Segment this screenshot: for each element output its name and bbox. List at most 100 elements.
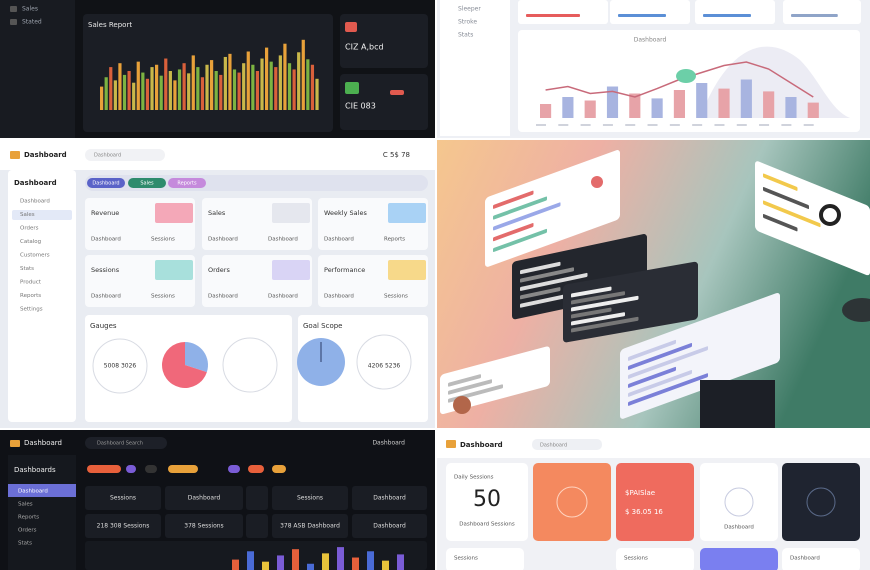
label: Settings	[20, 307, 43, 313]
stat-card	[352, 486, 427, 510]
axis-tick	[580, 124, 591, 126]
label: Sales	[22, 6, 38, 13]
bar	[232, 559, 239, 570]
menu-active	[12, 210, 72, 220]
row	[493, 190, 534, 209]
bar	[562, 97, 574, 118]
bar	[673, 90, 685, 118]
axis-tick	[736, 124, 747, 126]
axis-tick	[692, 124, 703, 126]
bar	[315, 78, 319, 110]
card	[563, 261, 698, 343]
row	[448, 379, 492, 395]
bar	[397, 554, 404, 570]
bar	[214, 71, 218, 110]
donut	[819, 204, 841, 226]
card	[340, 74, 428, 130]
progress	[791, 14, 838, 17]
highlight	[676, 69, 696, 83]
label: Weekly Sales	[324, 209, 367, 217]
tab	[168, 178, 206, 188]
bar	[100, 86, 104, 110]
card	[446, 548, 524, 570]
label: Stats	[18, 541, 32, 547]
bar	[337, 547, 344, 570]
stat-card	[518, 0, 608, 24]
row	[493, 223, 534, 242]
bar	[292, 549, 299, 570]
label: Dashboard	[91, 237, 121, 243]
label: Dashboard	[373, 523, 406, 530]
logo	[10, 151, 20, 159]
icon	[345, 82, 359, 94]
label: Dashboard	[208, 294, 238, 300]
label: 50	[473, 487, 501, 512]
device	[700, 380, 775, 428]
label: Sales	[208, 209, 226, 217]
progress	[526, 14, 580, 17]
bar	[255, 71, 260, 110]
label: $PAISlae	[625, 489, 655, 497]
bar	[246, 51, 250, 110]
stat-card	[246, 486, 268, 510]
row	[628, 343, 692, 370]
pie-slice	[162, 342, 207, 389]
label: Dashboard	[268, 294, 298, 300]
pill	[228, 465, 240, 473]
row	[493, 228, 547, 252]
avatar	[453, 396, 471, 414]
hump	[700, 46, 850, 118]
label: Dashboard	[634, 37, 667, 44]
label: Sales	[18, 502, 33, 508]
card	[616, 463, 694, 541]
bar	[265, 47, 269, 110]
bar	[177, 69, 182, 110]
tab	[128, 178, 166, 188]
label: Sales	[140, 181, 154, 187]
gauge	[356, 334, 412, 390]
card	[616, 548, 694, 570]
label: Dashboard	[268, 237, 298, 243]
label: Catalog	[20, 239, 41, 245]
bar	[164, 58, 168, 110]
label: Dashboards	[14, 466, 56, 474]
bar	[205, 64, 209, 110]
label: Sessions	[297, 495, 323, 502]
label: Reports	[177, 181, 197, 187]
pie-slice	[185, 342, 208, 373]
row	[628, 373, 708, 406]
bar	[247, 551, 254, 570]
menu-icon	[10, 6, 17, 12]
axis-tick	[625, 124, 636, 126]
label: Dashboard	[208, 237, 238, 243]
row	[628, 346, 708, 379]
label: Dashboard	[92, 181, 119, 187]
row	[763, 200, 821, 228]
sidebar	[440, 0, 510, 136]
bar	[540, 104, 552, 118]
cylinder	[842, 298, 870, 322]
bar	[740, 79, 752, 118]
stat-card	[85, 514, 161, 538]
axis-tick	[781, 124, 792, 126]
row	[520, 292, 574, 308]
floating-card	[755, 161, 870, 276]
label: Sessions	[151, 294, 175, 300]
logo	[10, 440, 20, 447]
stat-card	[695, 0, 775, 24]
row	[448, 374, 481, 387]
stat-card	[165, 486, 243, 510]
label: Sessions	[384, 294, 408, 300]
axis-tick	[647, 124, 658, 126]
bar	[352, 557, 359, 570]
bar	[306, 59, 310, 110]
bar	[136, 61, 140, 110]
row	[571, 316, 639, 333]
label: Dashboard	[18, 489, 48, 495]
label: Goal Scope	[303, 322, 343, 330]
label: Dashboard Search	[97, 441, 143, 447]
stat-card	[85, 486, 161, 510]
label: Dashboard	[20, 199, 50, 205]
stat-card	[246, 514, 268, 538]
label: Sleeper	[458, 6, 481, 13]
